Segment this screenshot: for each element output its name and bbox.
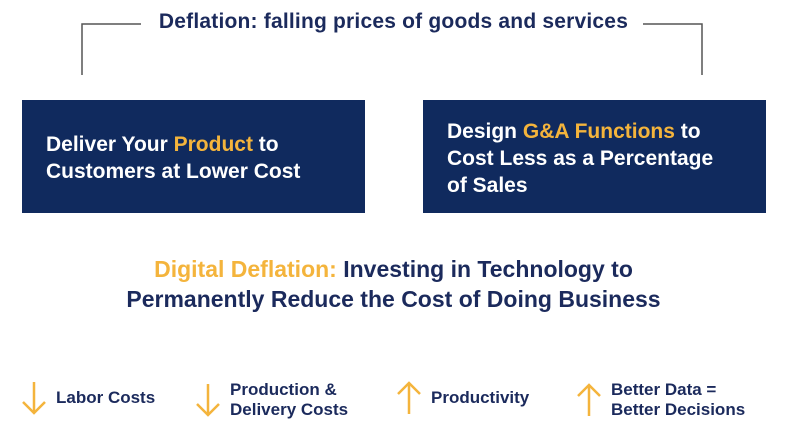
product-highlight: Product (173, 133, 253, 156)
box-right-post: to (674, 120, 701, 143)
benefit-label-line1: Better Data = (611, 380, 717, 399)
diagram-title: Deflation: falling prices of goods and s… (0, 10, 787, 34)
arrow-down-icon (196, 384, 220, 417)
arrow-up-icon (397, 381, 421, 414)
benefit-production-delivery: Production & Delivery Costs (194, 380, 348, 420)
benefit-label-line1: Productivity (431, 388, 530, 407)
arrow-down-icon (22, 382, 46, 415)
digital-deflation-highlight: Digital Deflation: (154, 256, 337, 282)
headline-line1: Digital Deflation: Investing in Technolo… (0, 254, 787, 284)
benefit-label-line2: Better Decisions (611, 400, 746, 419)
headline-line2: Permanently Reduce the Cost of Doing Bus… (126, 286, 661, 312)
benefit-better-data: Better Data = Better Decisions (575, 380, 745, 420)
benefit-label: Labor Costs (56, 388, 155, 408)
benefit-label: Productivity (431, 388, 529, 408)
box-left-pre: Deliver Your (46, 133, 174, 156)
title-bracket (81, 23, 703, 75)
benefit-label-line1: Labor Costs (56, 388, 156, 407)
benefit-label: Production & Delivery Costs (230, 380, 348, 420)
ga-functions-highlight: G&A Functions (522, 120, 675, 143)
box-right-line3: of Sales (447, 174, 528, 197)
benefit-labor-costs: Labor Costs (20, 380, 155, 416)
box-right-pre: Design (447, 120, 523, 143)
benefit-productivity: Productivity (395, 380, 529, 416)
digital-deflation-headline: Digital Deflation: Investing in Technolo… (0, 254, 787, 314)
box-right-line2: Cost Less as a Percentage (447, 147, 714, 170)
box-left-line2: Customers at Lower Cost (46, 160, 301, 183)
title-text: Deflation: falling prices of goods and s… (150, 10, 637, 33)
headline-rest: Investing in Technology to (336, 256, 633, 282)
box-left-line1: Deliver Your Product to (46, 131, 365, 158)
bracket-lines (81, 23, 703, 75)
arrow-up-icon (577, 383, 601, 416)
deliver-product-box: Deliver Your Product to Customers at Low… (22, 100, 365, 213)
benefit-label-line2: Delivery Costs (230, 400, 349, 419)
box-right-line1: Design G&A Functions to (447, 118, 766, 145)
benefit-label: Better Data = Better Decisions (611, 380, 745, 420)
box-left-post: to (252, 133, 279, 156)
design-ga-box: Design G&A Functions to Cost Less as a P… (423, 100, 766, 213)
benefit-label-line1: Production & (230, 380, 337, 399)
